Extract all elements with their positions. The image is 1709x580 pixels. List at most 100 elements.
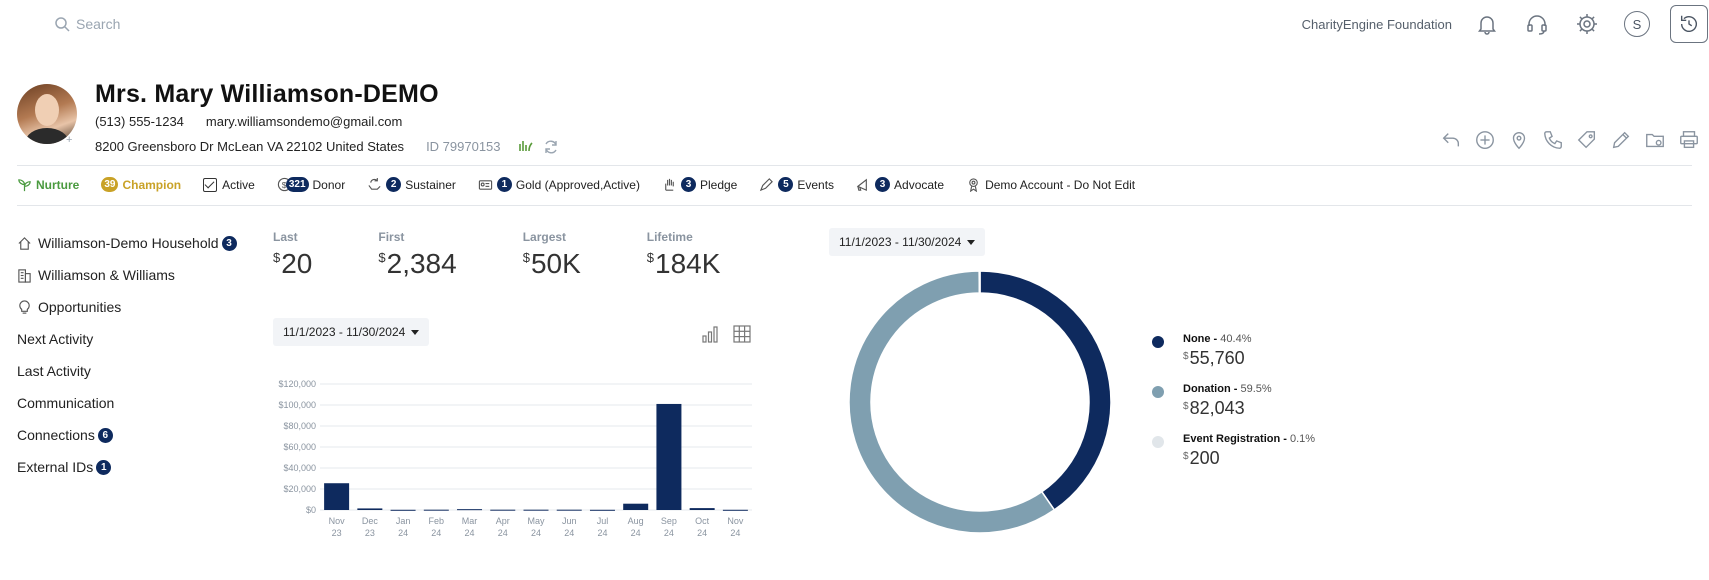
phone-icon[interactable]: [1541, 128, 1565, 152]
phone-number[interactable]: (513) 555-1234: [95, 114, 184, 129]
bar[interactable]: [390, 509, 416, 511]
tag-champion[interactable]: 39 Champion: [101, 177, 181, 192]
legend-item-event-registration: Event Registration - 0.1% $200: [1152, 433, 1315, 483]
nav-external-ids[interactable]: External IDs 1: [17, 451, 247, 483]
bar[interactable]: [689, 508, 715, 510]
bar[interactable]: [589, 509, 615, 511]
tag-sustainer[interactable]: 2 Sustainer: [367, 177, 456, 192]
org-name[interactable]: CharityEngine Foundation: [1301, 16, 1452, 32]
nav-last-activity[interactable]: Last Activity: [17, 363, 91, 379]
x-tick-label: Apr: [496, 516, 510, 526]
bar[interactable]: [423, 509, 449, 511]
history-button[interactable]: [1670, 5, 1708, 43]
user-avatar-button[interactable]: S: [1624, 11, 1650, 37]
history-icon: [1680, 15, 1697, 33]
caret-down-icon: [967, 239, 976, 245]
champion-score-badge: 39: [101, 177, 119, 192]
donut-date-range-dropdown[interactable]: 11/1/2023 - 11/30/2024: [829, 228, 986, 256]
tag-icon[interactable]: [1575, 128, 1599, 152]
bar[interactable]: [357, 508, 383, 510]
donut-legend: None - 40.4% $55,760 Donation - 59.5% $8…: [1152, 333, 1315, 483]
x-tick-label: 24: [398, 528, 408, 538]
legend-swatch: [1152, 336, 1164, 348]
mailing-address[interactable]: 8200 Greensboro Dr McLean VA 22102 Unite…: [95, 139, 405, 154]
x-tick-label: Aug: [628, 516, 644, 526]
tag-active[interactable]: Active: [203, 177, 255, 192]
house-icon: [18, 236, 31, 250]
tag-demo-account[interactable]: Demo Account - Do Not Edit: [966, 177, 1135, 192]
bar-date-range-dropdown[interactable]: 11/1/2023 - 11/30/2024: [273, 318, 430, 346]
nav-next-activity[interactable]: Next Activity: [17, 331, 94, 347]
gear-icon[interactable]: [1574, 11, 1600, 37]
tag-gold[interactable]: 1 Gold (Approved,Active): [478, 177, 640, 192]
monthly-giving-bar-chart: $0 $20,000 $40,000 $60,000 $80,000 $100,000 $1…: [278, 379, 752, 538]
x-tick-label: Jul: [597, 516, 609, 526]
nav-household[interactable]: Williamson-Demo Household 3: [17, 227, 247, 259]
x-tick-label: Sep: [661, 516, 677, 526]
tag-pledge[interactable]: 3 Pledge: [662, 177, 737, 192]
address-line: 8200 Greensboro Dr McLean VA 22102 Unite…: [95, 137, 559, 156]
y-tick-label: $0: [306, 505, 316, 515]
donut-slice[interactable]: [979, 270, 1112, 511]
bar[interactable]: [457, 509, 483, 511]
x-tick-label: May: [527, 516, 545, 526]
bar[interactable]: [490, 509, 516, 511]
header-divider: [17, 165, 1692, 166]
household-count-badge: 3: [221, 235, 237, 251]
location-pin-icon[interactable]: [1507, 128, 1531, 152]
chart-view-toggle: [700, 324, 752, 349]
nav-connections[interactable]: Connections 6: [17, 419, 247, 451]
table-grid-icon[interactable]: [732, 324, 752, 349]
reply-icon[interactable]: [1439, 128, 1463, 152]
nav-communication[interactable]: Communication: [17, 395, 115, 411]
tag-advocate[interactable]: 3 Advocate: [856, 177, 944, 192]
profile-photo[interactable]: [17, 84, 77, 144]
plant-icon: [18, 179, 31, 192]
events-count-badge: 5: [778, 177, 794, 192]
print-icon[interactable]: [1677, 128, 1701, 152]
pencil-icon[interactable]: [1609, 128, 1633, 152]
folder-settings-icon[interactable]: [1643, 128, 1667, 152]
bell-icon[interactable]: [1474, 11, 1500, 37]
y-tick-label: $40,000: [283, 463, 316, 473]
x-tick-label: 24: [631, 528, 641, 538]
headset-icon[interactable]: [1524, 11, 1550, 37]
tag-events[interactable]: 5 Events: [759, 177, 834, 192]
legend-item-none: None - 40.4% $55,760: [1152, 333, 1315, 383]
bar[interactable]: [623, 503, 649, 510]
ticket-pen-icon: [760, 178, 774, 192]
nav-company[interactable]: Williamson & Williams: [17, 259, 247, 291]
grass-icon[interactable]: [517, 137, 533, 156]
stat-last: Last $20: [273, 230, 313, 279]
bar[interactable]: [324, 483, 350, 510]
giving-type-donut-chart: [848, 270, 1112, 534]
x-tick-label: 24: [697, 528, 707, 538]
tag-donor[interactable]: $ 321 Donor: [277, 177, 345, 192]
tags-divider: [17, 205, 1692, 206]
bar[interactable]: [523, 509, 549, 511]
sync-icon[interactable]: [543, 139, 559, 155]
bar[interactable]: [556, 509, 582, 511]
membership-card-icon: [478, 180, 493, 190]
search-icon: [55, 17, 70, 32]
left-navigation: Williamson-Demo Household 3 Williamson &…: [17, 227, 247, 483]
stat-largest: Largest $50K: [522, 230, 581, 279]
y-tick-label: $100,000: [278, 400, 316, 410]
caret-down-icon: [411, 329, 420, 335]
donut-slice[interactable]: [978, 270, 981, 294]
add-photo-icon[interactable]: +: [66, 134, 73, 146]
add-circle-icon[interactable]: [1473, 128, 1497, 152]
search-box[interactable]: Search: [54, 16, 120, 32]
nav-opportunities[interactable]: Opportunities: [17, 291, 247, 323]
tag-nurture[interactable]: Nurture: [17, 177, 79, 192]
connections-count-badge: 6: [97, 427, 113, 443]
bar[interactable]: [656, 403, 682, 510]
email-address[interactable]: mary.williamsondemo@gmail.com: [205, 114, 403, 129]
y-tick-label: $20,000: [283, 484, 316, 494]
search-input[interactable]: Search: [76, 16, 121, 32]
donut-slice[interactable]: [848, 270, 1056, 534]
megaphone-icon: [856, 178, 867, 191]
bar[interactable]: [722, 509, 748, 511]
action-toolbar: [1439, 128, 1701, 152]
bar-chart-icon[interactable]: [700, 324, 720, 349]
